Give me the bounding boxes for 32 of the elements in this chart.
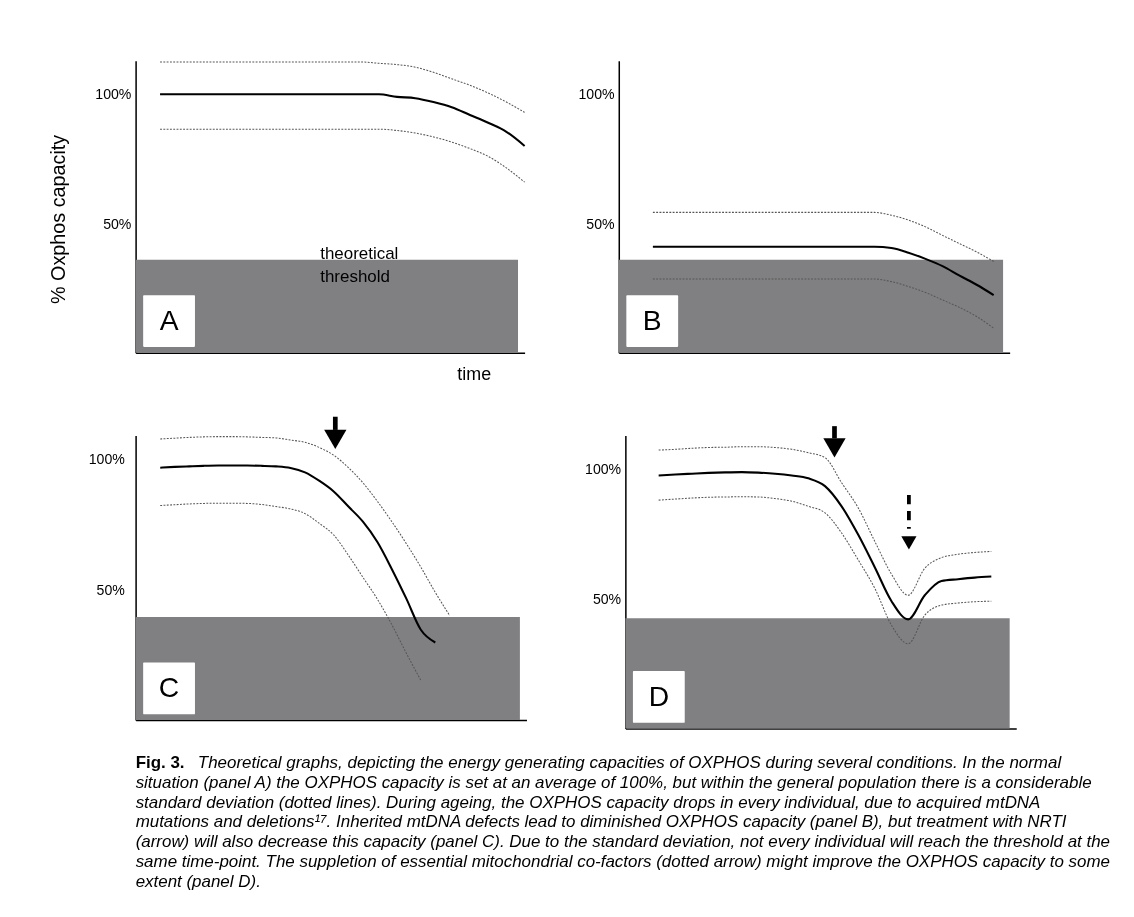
caption: Fig. 3. [135, 753, 185, 773]
annotation: C [158, 671, 180, 704]
text: (arrow) will also decrease this capacity (panel C). Due to the standard deviation, not every individual will reach the threshold at the [135, 832, 1111, 852]
y-tick-label: 100% [585, 461, 622, 478]
text: extent (panel D). [135, 871, 261, 891]
line-series [159, 93, 526, 148]
text: situation (panel A) the OXPHOS capacity is set at an average of 100%, but within the general population there is a considerable [135, 772, 1092, 792]
annotation: A [159, 304, 179, 337]
y-tick-label: 100% [88, 451, 126, 468]
line-series [657, 471, 993, 621]
annotation: D [648, 679, 670, 712]
y-tick-label: 50% [103, 215, 132, 232]
y-axis-title: % Oxphos capacity [46, 134, 69, 305]
line-series [159, 436, 451, 617]
line-series [159, 464, 437, 644]
y-tick-label: 50% [96, 581, 126, 598]
line-series [651, 245, 995, 297]
x-axis-title: time [457, 363, 492, 384]
text: standard deviation (dotted lines). During ageing, the OXPHOS capacity drops in every individual, due to acquired mtDNA [135, 792, 1041, 812]
line-series [652, 211, 995, 262]
y-tick-label: 50% [586, 215, 616, 232]
y-tick-label: 100% [95, 86, 132, 103]
annotation: B [642, 304, 662, 337]
line-series [658, 496, 992, 645]
text: Theoretical graphs, depicting the energy generating capacities of OXPHOS during several conditions. In the normal [197, 753, 1063, 773]
y-tick-label: 100% [578, 86, 616, 103]
y-tick-label: 50% [592, 591, 622, 608]
band-label: theoretical threshold [320, 243, 399, 287]
line-series [159, 61, 526, 113]
line-series [159, 128, 526, 183]
text: mutations and deletions¹⁷. Inherited mtDNA defects lead to diminished OXPHOS capacity (panel B), but treatment with NRTI [135, 812, 1067, 832]
text: same time-point. The suppletion of essential mitochondrial co-factors (dotted arrow) might improve the OXPHOS capacity to some [135, 851, 1110, 871]
